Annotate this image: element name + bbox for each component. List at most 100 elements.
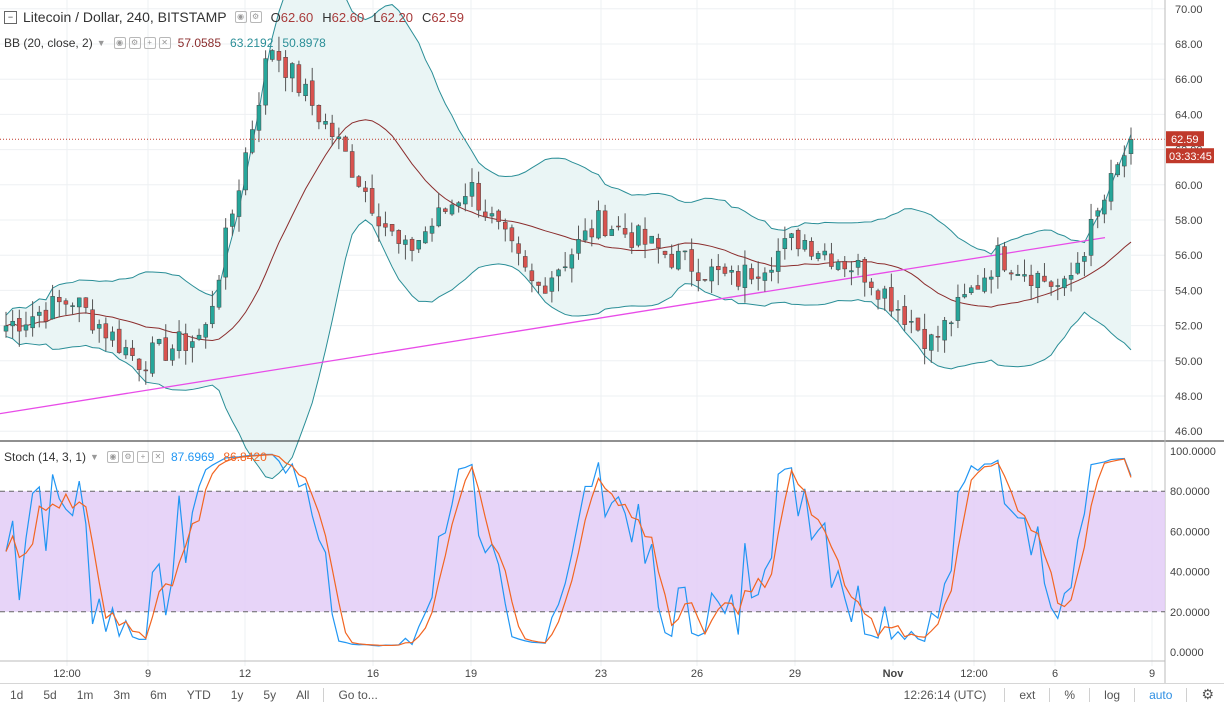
stoch-name[interactable]: Stoch (14, 3, 1) [4,450,87,464]
candle-body [476,183,481,211]
candle-body [915,317,921,331]
close-icon[interactable]: ✕ [151,451,164,463]
settings-icon[interactable]: ⚙ [121,451,134,463]
plus-icon[interactable]: + [143,37,156,49]
candle-body [76,297,82,308]
eye-icon[interactable]: ◉ [113,37,126,49]
candle-body [90,309,95,331]
candle-body [190,341,195,348]
settings-icon[interactable]: ⚙ [128,37,141,49]
candle-body [802,240,808,250]
candle-body [3,325,9,332]
candle-body [1062,278,1067,289]
candle-body [616,225,621,228]
candle-body [676,250,681,270]
range-1d[interactable]: 1d [10,687,24,702]
time-tick: 12 [239,668,251,680]
goto-button[interactable]: Go to... [338,687,378,702]
candle-body [822,250,828,256]
percent-toggle[interactable]: % [1064,687,1076,702]
collapse-icon[interactable]: − [4,10,17,24]
candle-body [1042,275,1047,282]
candle-body [922,328,927,349]
candle-body [1082,256,1087,262]
candle-body [1108,173,1114,202]
range-1y[interactable]: 1y [230,687,244,702]
candle-body [755,276,761,279]
candle-body [369,188,375,214]
candle-body [882,288,887,299]
high-label: H [322,9,332,25]
candle-body [949,322,954,325]
time-tick: 26 [691,668,703,680]
candle-body [636,225,641,246]
candle-body [975,285,981,290]
candle-body [968,287,974,294]
candle-body [216,279,222,308]
range-all[interactable]: All [296,687,310,702]
candle-body [296,64,302,93]
utc-clock[interactable]: 12:26:14 (UTC) [903,687,987,702]
settings-icon[interactable]: ⚙ [249,11,262,23]
range-3m[interactable]: 3m [113,687,131,702]
chevron-down-icon[interactable]: ▼ [90,452,99,462]
candle-body [622,228,628,235]
divider [1004,687,1006,702]
auto-toggle[interactable]: auto [1149,687,1173,702]
trendline [0,236,1106,415]
time-tick: 16 [367,668,379,680]
last-price-label: 62.59 [1171,134,1199,146]
candle-body [729,270,734,273]
candle-body [250,129,255,153]
candle-body [156,339,162,344]
log-toggle[interactable]: log [1104,687,1121,702]
close-icon[interactable]: ✕ [158,37,171,49]
candle-body [70,305,75,307]
price-tick: 64.00 [1175,109,1203,121]
candle-body [549,277,555,292]
time-tick: 9 [1149,668,1155,680]
chart-canvas[interactable]: 70.0068.0066.0064.0062.0060.0058.0056.00… [0,0,1224,684]
candle-body [130,347,135,356]
candle-body [895,309,901,311]
ext-toggle[interactable]: ext [1019,687,1036,702]
range-5d[interactable]: 5d [43,687,57,702]
gear-icon[interactable]: ⚙ [1201,686,1214,702]
candle-body [1095,210,1100,217]
candle-body [722,266,728,274]
chevron-down-icon[interactable]: ▼ [96,38,106,48]
candle-body [383,223,388,228]
stoch-zone [0,491,1165,612]
eye-icon[interactable]: ◉ [234,11,247,23]
stoch-d-line [5,454,1132,647]
range-ytd[interactable]: YTD [186,687,211,702]
candle-body [669,253,674,268]
candle-body [835,261,841,270]
eye-icon[interactable]: ◉ [106,451,119,463]
candle-body [143,369,149,372]
plus-icon[interactable]: + [136,451,149,463]
range-6m[interactable]: 6m [150,687,167,702]
candle-body [356,176,362,187]
candle-body [522,256,528,268]
candle-body [562,266,568,269]
candle-body [795,229,801,250]
candle-body [343,136,348,152]
range-5y[interactable]: 5y [263,687,277,702]
range-1m[interactable]: 1m [76,687,94,702]
candle-body [503,221,508,230]
candle-body [902,306,907,325]
candle-body [423,231,428,244]
candle-body [682,250,688,253]
bb-name[interactable]: BB (20, close, 2) [4,36,93,50]
candle-body [83,297,89,308]
candle-body [30,316,35,329]
candle-body [110,331,115,341]
price-tick: 46.00 [1175,426,1203,438]
candle-body [962,294,967,298]
stoch-tick: 100.0000 [1170,446,1216,458]
candle-body [1075,262,1080,274]
candle-body [389,224,395,232]
candle-body [1102,199,1107,215]
candle-body [463,196,468,205]
